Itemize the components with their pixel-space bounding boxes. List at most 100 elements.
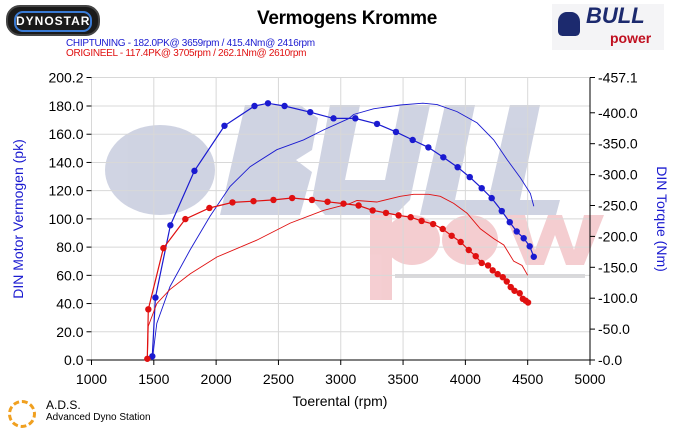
origineel-torque-point [439,225,446,233]
watermark-chiptuning-bar [395,274,585,278]
chiptuning-torque-point [352,115,359,122]
origineel-torque-point [472,252,479,260]
chart-title: Vermogens Kromme [257,8,437,29]
y2-tick-label: -250.0 [598,197,638,213]
y-tick-label: 20.0 [56,324,83,340]
chiptuning-torque-point [330,115,337,122]
origineel-power-line [146,193,529,361]
origineel-torque-point [369,207,376,214]
origineel-torque-point [511,287,518,294]
x-tick-label: 4500 [512,371,543,387]
y2-axis-label: DIN Torque (Nm) [654,166,670,272]
origineel-torque-point [503,278,510,285]
chiptuning-torque-point [530,253,537,260]
x-tick-label: 2000 [201,371,232,387]
origineel-torque-point [145,306,152,313]
origineel-torque-point [499,273,506,281]
chiptuning-torque-point [251,102,258,110]
chiptuning-torque-point [281,102,288,110]
origineel-torque-point [144,355,151,362]
y-axis-label: DIN Motor Vermogen (pk) [10,139,26,299]
chiptuning-torque-point [526,243,533,250]
chiptuning-torque-point [392,128,400,136]
y-tick-label: 100.0 [48,211,83,227]
origineel-torque-point [288,194,296,202]
chiptuning-power-line [151,102,535,361]
y2-tick-label: -100.0 [598,290,638,306]
ads-flame-icon [8,400,36,428]
chiptuning-torque-point [520,235,527,242]
y-tick-label: 60.0 [56,267,83,283]
y2-tick-label: -300.0 [598,167,638,183]
origineel-torque-point [484,262,492,269]
y-tick-label: 200.2 [48,70,83,86]
ads-subtitle: Advanced Dyno Station [46,412,151,423]
ads-title: A.D.S. [46,398,81,412]
chiptuning-torque-point [440,154,447,161]
y2-tick-label: -0.0 [598,352,622,368]
chiptuning-torque-point [152,294,159,301]
y2-tick-label: -50.0 [598,321,630,337]
origineel-torque-point [250,197,257,205]
origineel-torque-point [429,220,437,228]
origineel-torque-point [270,196,277,204]
bull-icon [558,12,580,36]
origineel-torque-point [418,217,425,225]
x-tick-label: 3500 [387,371,418,387]
origineel-torque-point [324,198,331,205]
dynostar-logo-text: DYNOSTAR [14,11,92,32]
chiptuning-torque-point [498,207,505,215]
chiptuning-torque-point [454,163,461,171]
y-tick-label: 0.0 [64,352,84,368]
y-tick-label: 40.0 [56,296,83,312]
origineel-torque-point [516,290,523,297]
watermark-bull-icon [105,125,215,215]
origineel-torque-point [206,204,213,212]
chiptuning-torque-point [307,108,314,116]
origineel-torque-point [407,214,414,221]
chiptuning-torque-point [466,173,473,181]
chiptuning-torque-point [506,218,513,226]
chiptuning-torque-point [513,228,520,235]
origineel-torque-point [340,200,347,207]
watermark [105,105,604,300]
chiptuning-torque-point [409,136,416,144]
origineel-torque-point [395,212,402,219]
chiptuning-torque-point [149,353,156,360]
origineel-torque-point [229,199,236,206]
origineel-torque-point [182,215,189,223]
watermark-power-lettering [370,215,604,300]
y2-tick-label: -200.0 [598,228,638,244]
y-tick-label: 180.0 [48,98,83,114]
origineel-torque-point [308,196,316,204]
x-tick-label: 4000 [450,371,481,387]
x-tick-label: 5000 [574,371,605,387]
chiptuning-torque-point [167,222,174,229]
x-tick-label: 1000 [76,371,107,387]
y2-tick-label: -400.0 [598,105,638,121]
y2-tick-label: -457.1 [598,70,638,86]
y-tick-label: 160.0 [48,126,83,142]
chiptuning-torque-point [373,120,381,128]
y2-tick-label: -150.0 [598,259,638,275]
origineel-torque-point [524,299,532,306]
origineel-torque-point [489,267,496,274]
chiptuning-torque-point [221,122,228,129]
watermark-bull-lettering [220,105,560,215]
origineel-torque-point [465,246,472,254]
legend-chiptuning: CHIPTUNING - 182.0PK@ 3659rpm / 415.4Nm@… [66,38,315,49]
origineel-torque-point [494,270,501,278]
chiptuning-torque-point [488,194,495,202]
x-axis-label: Toerental (rpm) [293,393,388,409]
chiptuning-torque-point [264,100,272,107]
bullpower-logo: BULL power [552,4,664,50]
origineel-torque-point [355,202,362,209]
origineel-torque-point [382,209,390,217]
origineel-torque-point [478,259,485,267]
dynostar-logo: DYNOSTAR [6,5,100,36]
chiptuning-torque-point [478,184,485,192]
x-tick-label: 3000 [325,371,356,387]
origineel-torque-point [160,244,167,252]
legend-origineel: ORIGINEEL - 117.4PK@ 3705rpm / 262.1Nm@ … [66,48,307,59]
x-tick-label: 2500 [263,371,294,387]
